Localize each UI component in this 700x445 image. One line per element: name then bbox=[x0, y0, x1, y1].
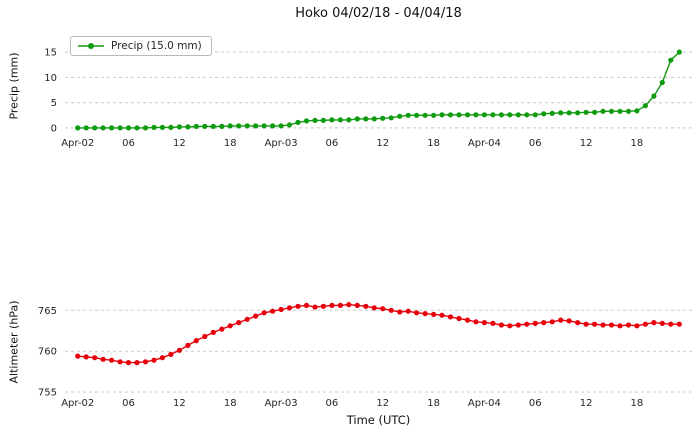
svg-text:Apr-03: Apr-03 bbox=[265, 398, 298, 409]
svg-text:Apr-04: Apr-04 bbox=[468, 398, 501, 409]
svg-text:06: 06 bbox=[122, 138, 135, 149]
svg-text:12: 12 bbox=[173, 398, 186, 409]
svg-text:0: 0 bbox=[51, 123, 57, 134]
svg-text:06: 06 bbox=[326, 138, 339, 149]
svg-text:12: 12 bbox=[376, 138, 389, 149]
legend-line-dot-marker bbox=[78, 43, 104, 49]
svg-text:06: 06 bbox=[326, 398, 339, 409]
svg-text:5: 5 bbox=[51, 98, 57, 109]
time-x-axis-label: Time (UTC) bbox=[346, 413, 411, 427]
svg-text:12: 12 bbox=[376, 398, 389, 409]
svg-text:06: 06 bbox=[122, 398, 135, 409]
svg-text:12: 12 bbox=[580, 398, 593, 409]
svg-text:18: 18 bbox=[427, 398, 440, 409]
svg-text:10: 10 bbox=[44, 73, 57, 84]
svg-text:Apr-02: Apr-02 bbox=[61, 138, 94, 149]
svg-text:06: 06 bbox=[529, 138, 542, 149]
precip-legend: Precip (15.0 mm) bbox=[70, 36, 212, 56]
svg-text:18: 18 bbox=[224, 138, 237, 149]
svg-text:18: 18 bbox=[631, 138, 644, 149]
precip-legend-label: Precip (15.0 mm) bbox=[111, 40, 202, 52]
svg-text:15: 15 bbox=[44, 48, 57, 59]
svg-text:755: 755 bbox=[38, 388, 57, 399]
svg-text:765: 765 bbox=[38, 306, 57, 317]
svg-text:18: 18 bbox=[427, 138, 440, 149]
svg-text:18: 18 bbox=[631, 398, 644, 409]
svg-text:18: 18 bbox=[224, 398, 237, 409]
precip-chart-plot: 0 5 10 15 Apr-02 06 12 18 Apr-03 06 12 18 Apr-04 06 12… bbox=[44, 48, 692, 149]
legend-marker-dot bbox=[88, 43, 94, 49]
figure-title: Hoko 04/02/18 - 04/04/18 bbox=[295, 6, 462, 21]
svg-text:06: 06 bbox=[529, 398, 542, 409]
svg-text:Apr-02: Apr-02 bbox=[61, 398, 94, 409]
svg-text:760: 760 bbox=[38, 347, 57, 358]
altimeter-chart-plot: 755 760 765 Apr-02 06 12 18 Apr-03 06 12 18 Apr-04 0… bbox=[38, 302, 692, 409]
svg-text:Apr-03: Apr-03 bbox=[265, 138, 298, 149]
svg-text:12: 12 bbox=[580, 138, 593, 149]
svg-text:12: 12 bbox=[173, 138, 186, 149]
svg-text:Apr-04: Apr-04 bbox=[468, 138, 501, 149]
